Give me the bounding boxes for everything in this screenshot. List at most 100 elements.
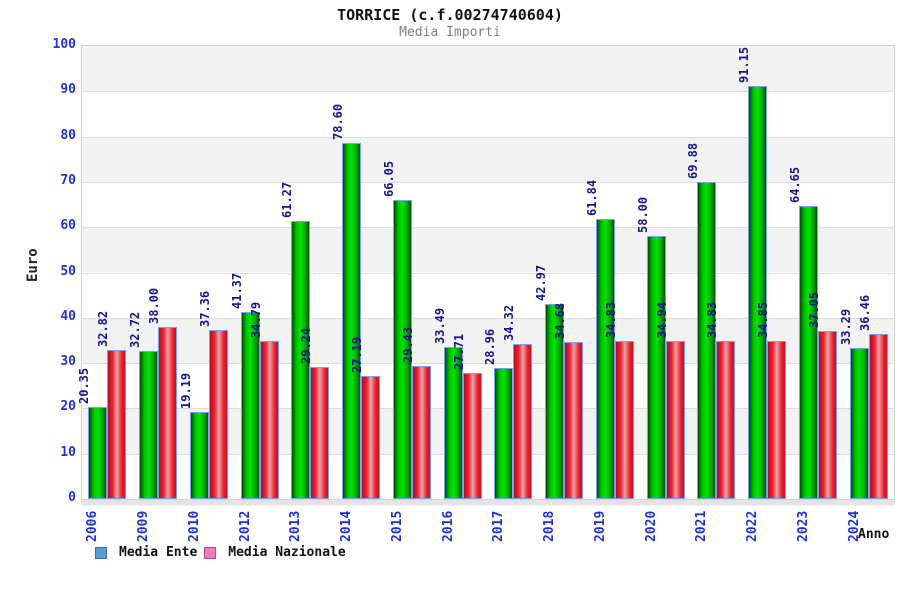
value-label-media-nazionale: 37.05: [807, 291, 821, 328]
value-label-media-ente: 20.35: [77, 367, 91, 404]
x-tick-label: 2019: [593, 510, 608, 542]
chart-subtitle: Media Importi: [399, 25, 501, 40]
bar-media-ente: [291, 221, 311, 499]
value-label-media-nazionale: 37.36: [198, 290, 212, 327]
x-tick-label: 2015: [390, 510, 405, 542]
value-label-media-ente: 28.96: [483, 328, 497, 365]
legend-label-media-nazionale: Media Nazionale: [228, 545, 346, 560]
grid-line: [82, 317, 894, 319]
grid-line: [82, 91, 894, 93]
y-tick-label: 70: [60, 172, 76, 188]
x-tick-label: 2021: [694, 510, 709, 542]
x-tick-label: 2020: [644, 510, 659, 542]
bar-media-nazionale: [158, 326, 178, 499]
value-label-media-nazionale: 29.24: [299, 327, 313, 364]
bar-media-ente: [443, 347, 463, 499]
value-label-media-nazionale: 34.79: [249, 301, 263, 338]
value-label-media-nazionale: 27.71: [452, 333, 466, 370]
x-axis-title: Anno: [858, 527, 890, 542]
value-label-media-ente: 33.49: [433, 307, 447, 344]
y-tick-label: 50: [60, 263, 76, 279]
value-label-media-ente: 19.19: [179, 372, 193, 409]
bar-media-ente: [748, 86, 768, 499]
grid-band: [82, 227, 894, 273]
bar-media-nazionale: [868, 333, 888, 499]
legend: Media Ente Media Nazionale: [95, 545, 353, 560]
legend-label-media-ente: Media Ente: [119, 545, 198, 560]
value-label-media-ente: 33.29: [839, 308, 853, 345]
value-label-media-ente: 61.27: [280, 181, 294, 218]
bar-media-nazionale: [208, 329, 228, 499]
grid-line: [82, 453, 894, 455]
bar-media-ente: [392, 199, 412, 499]
grid-line: [82, 272, 894, 274]
value-label-media-ente: 58.00: [636, 196, 650, 233]
bar-media-nazionale: [411, 365, 431, 499]
x-tick-label: 2023: [796, 510, 811, 542]
y-tick-label: 0: [68, 490, 76, 505]
bar-media-ente: [697, 182, 717, 499]
value-label-media-ente: 64.65: [788, 166, 802, 203]
grid-line: [82, 136, 894, 138]
x-tick-label: 2016: [441, 510, 456, 542]
x-tick-label: 2010: [187, 510, 202, 542]
y-tick-label: 100: [52, 37, 76, 52]
y-tick-label: 60: [60, 218, 76, 234]
bar-media-nazionale: [513, 343, 533, 499]
value-label-media-ente: 42.97: [534, 264, 548, 301]
chart-title: TORRICE (c.f.00274740604): [337, 6, 563, 24]
y-tick-label: 20: [60, 399, 76, 415]
grid-band: [82, 136, 894, 182]
value-label-media-nazionale: 29.43: [401, 326, 415, 363]
y-tick-label: 40: [60, 308, 76, 324]
bar-media-nazionale: [462, 373, 482, 499]
media-nazionale-swatch-icon: [204, 546, 217, 559]
y-tick-label: 30: [60, 354, 76, 370]
y-tick-label: 90: [60, 82, 76, 98]
x-tick-label: 2022: [745, 510, 760, 542]
bar-media-ente: [88, 406, 108, 499]
bar-media-nazionale: [614, 341, 634, 499]
bar-media-ente: [595, 218, 615, 499]
value-label-media-ente: 91.15: [737, 46, 751, 83]
grid-line: [82, 408, 894, 410]
grid-band: [82, 91, 894, 137]
bar-media-ente: [189, 412, 209, 499]
grid-band: [82, 46, 894, 92]
bar-media-nazionale: [716, 341, 736, 499]
y-tick-label: 80: [60, 127, 76, 143]
value-label-media-ente: 78.60: [331, 103, 345, 140]
x-tick-label: 2018: [542, 510, 557, 542]
x-tick-label: 2012: [238, 510, 253, 542]
x-tick-label: 2017: [491, 510, 506, 542]
bar-media-nazionale: [564, 341, 584, 499]
value-label-media-ente: 69.88: [686, 142, 700, 179]
grid-line: [82, 181, 894, 183]
x-tick-label: 2006: [85, 510, 100, 542]
bar-media-ente: [798, 206, 818, 499]
bar-media-nazionale: [767, 341, 787, 499]
value-label-media-nazionale: 34.68: [553, 302, 567, 339]
value-label-media-nazionale: 36.46: [858, 294, 872, 331]
bar-media-ente: [342, 142, 362, 499]
value-label-media-ente: 32.72: [128, 311, 142, 348]
value-label-media-nazionale: 34.83: [705, 301, 719, 338]
bar-media-ente: [494, 367, 514, 499]
grid-band: [82, 181, 894, 228]
bar-media-ente: [545, 304, 565, 499]
value-label-media-ente: 41.37: [230, 272, 244, 309]
bar-media-nazionale: [259, 341, 279, 499]
bar-media-ente: [139, 350, 159, 499]
x-tick-label: 2009: [136, 510, 151, 542]
value-label-media-nazionale: 34.94: [655, 301, 669, 338]
value-label-media-nazionale: 34.85: [756, 301, 770, 338]
value-label-media-nazionale: 34.32: [502, 304, 516, 341]
value-label-media-ente: 66.05: [382, 160, 396, 197]
legend-item-media-nazionale: Media Nazionale: [204, 545, 346, 560]
bar-media-ente: [240, 311, 260, 499]
value-label-media-nazionale: 38.00: [147, 287, 161, 324]
x-tick-label: 2013: [288, 510, 303, 542]
bar-media-nazionale: [817, 331, 837, 499]
value-label-media-nazionale: 27.19: [350, 336, 364, 373]
